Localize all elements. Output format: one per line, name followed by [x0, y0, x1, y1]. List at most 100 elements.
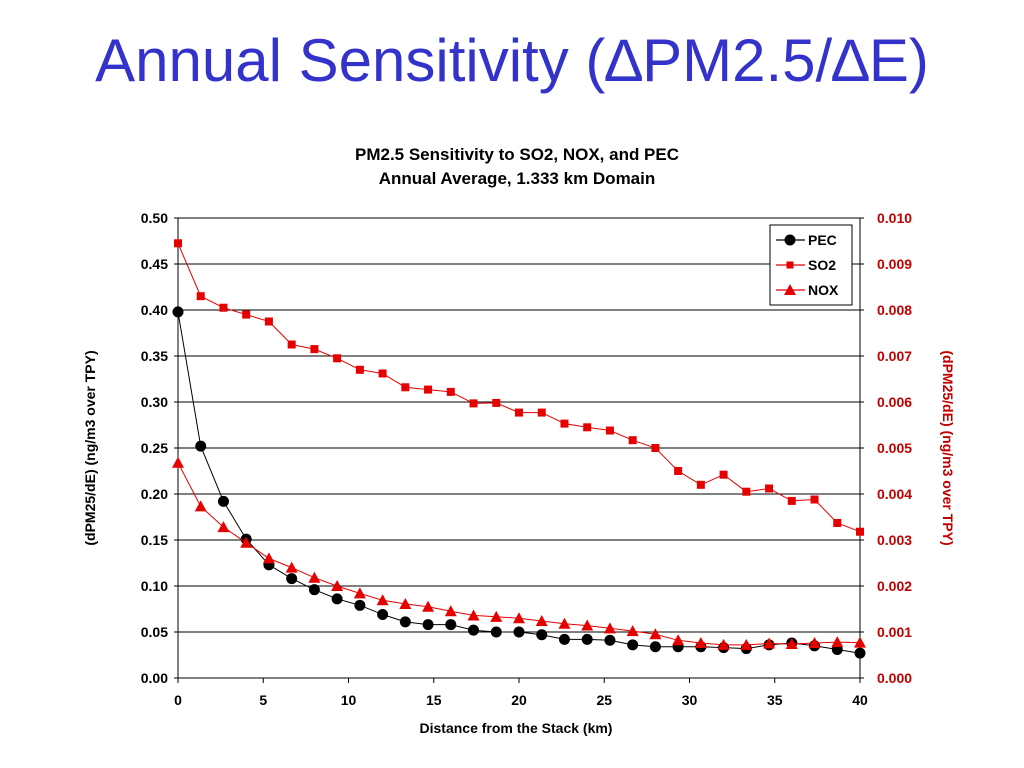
point-so2 [560, 419, 569, 428]
series-pec [172, 306, 866, 659]
point-so2 [810, 495, 819, 504]
legend-entry-nox: NOX [776, 282, 839, 298]
y-tick-label-left: 0.50 [141, 210, 168, 226]
x-axis-label: Distance from the Stack (km) [420, 720, 613, 736]
point-pec [399, 616, 411, 628]
x-tick-label: 30 [682, 692, 698, 708]
x-tick-label: 5 [259, 692, 267, 708]
point-pec [490, 626, 502, 638]
point-nox [785, 637, 798, 649]
point-so2 [264, 317, 273, 326]
point-nox [740, 638, 753, 650]
point-nox [763, 637, 776, 649]
y-tick-label-right: 0.004 [877, 486, 912, 502]
point-pec [195, 440, 207, 452]
point-so2 [537, 408, 546, 417]
y-tick-label-right: 0.006 [877, 394, 912, 410]
point-so2 [219, 303, 228, 312]
point-so2 [242, 310, 251, 319]
point-nox [308, 571, 321, 583]
point-pec [354, 599, 366, 611]
point-pec [627, 639, 639, 651]
legend-entry-so2: SO2 [776, 257, 836, 273]
y-axis-label-right: (dPM25/dE) (ng/m3 over TPY) [940, 350, 956, 545]
point-so2 [605, 426, 614, 435]
point-so2 [378, 369, 387, 378]
y-tick-label-left: 0.00 [141, 670, 168, 686]
slide-title: Annual Sensitivity (∆PM2.5/∆E) [95, 27, 929, 94]
point-pec [377, 609, 389, 621]
point-nox [831, 636, 844, 648]
gridlines [178, 217, 860, 633]
point-so2 [492, 398, 501, 407]
legend-marker-so2 [786, 261, 794, 269]
y-tick-label-left: 0.05 [141, 624, 168, 640]
point-nox [444, 605, 457, 617]
point-nox [672, 634, 685, 646]
x-tick-label: 25 [596, 692, 612, 708]
point-nox [717, 638, 730, 650]
point-nox [376, 594, 389, 606]
point-pec [331, 593, 343, 605]
point-so2 [651, 444, 660, 452]
point-pec [445, 619, 457, 631]
legend: PEC SO2 NOX [769, 224, 853, 306]
point-nox [240, 536, 253, 548]
point-pec [513, 626, 525, 638]
point-so2 [424, 385, 433, 394]
point-pec [854, 647, 866, 659]
point-pec [604, 634, 616, 646]
point-so2 [469, 399, 478, 408]
y-tick-label-left: 0.45 [141, 256, 168, 272]
point-so2 [515, 408, 523, 417]
point-pec [536, 629, 548, 641]
point-nox [854, 636, 866, 648]
point-so2 [628, 436, 637, 445]
point-so2 [287, 340, 296, 349]
point-so2 [355, 365, 364, 374]
legend-label-pec: PEC [808, 232, 837, 248]
y-tick-label-left: 0.20 [141, 486, 168, 502]
point-nox [172, 456, 184, 468]
point-nox [808, 637, 821, 649]
y-tick-label-right: 0.010 [877, 210, 912, 226]
point-so2 [310, 345, 319, 354]
point-pec [581, 633, 593, 645]
point-so2 [333, 354, 342, 363]
y-tick-label-right: 0.009 [877, 256, 912, 272]
series-line-pec [177, 311, 861, 654]
legend-marker-nox [784, 284, 796, 295]
point-pec [649, 641, 661, 653]
point-nox [581, 619, 594, 631]
point-nox [490, 610, 503, 622]
y-tick-label-right: 0.007 [877, 348, 912, 364]
point-so2 [696, 480, 705, 489]
chart-title: PM2.5 Sensitivity to SO2, NOX, and PEC [355, 145, 679, 164]
point-nox [513, 612, 525, 624]
chart-subtitle: Annual Average, 1.333 km Domain [379, 169, 656, 188]
point-pec [558, 633, 570, 645]
point-pec [217, 495, 229, 507]
y-tick-label-right: 0.008 [877, 302, 912, 318]
y-tick-label-left: 0.10 [141, 578, 168, 594]
x-tick-label: 0 [174, 692, 182, 708]
point-so2 [765, 484, 774, 493]
point-so2 [446, 387, 455, 396]
y-tick-label-right: 0.000 [877, 670, 912, 686]
point-so2 [742, 487, 751, 496]
point-nox [626, 625, 639, 637]
axes [174, 217, 864, 683]
point-nox [649, 628, 662, 640]
point-so2 [174, 239, 182, 248]
y-tick-label-right: 0.001 [877, 624, 912, 640]
series-group [172, 239, 866, 659]
point-so2 [833, 518, 842, 527]
y-tick-label-left: 0.15 [141, 532, 168, 548]
y-tick-label-left: 0.35 [141, 348, 168, 364]
point-nox [535, 614, 548, 626]
y-tick-label-left: 0.25 [141, 440, 168, 456]
x-tick-label: 10 [341, 692, 357, 708]
point-nox [262, 552, 275, 564]
point-pec [308, 584, 320, 596]
y-tick-label-right: 0.002 [877, 578, 912, 594]
